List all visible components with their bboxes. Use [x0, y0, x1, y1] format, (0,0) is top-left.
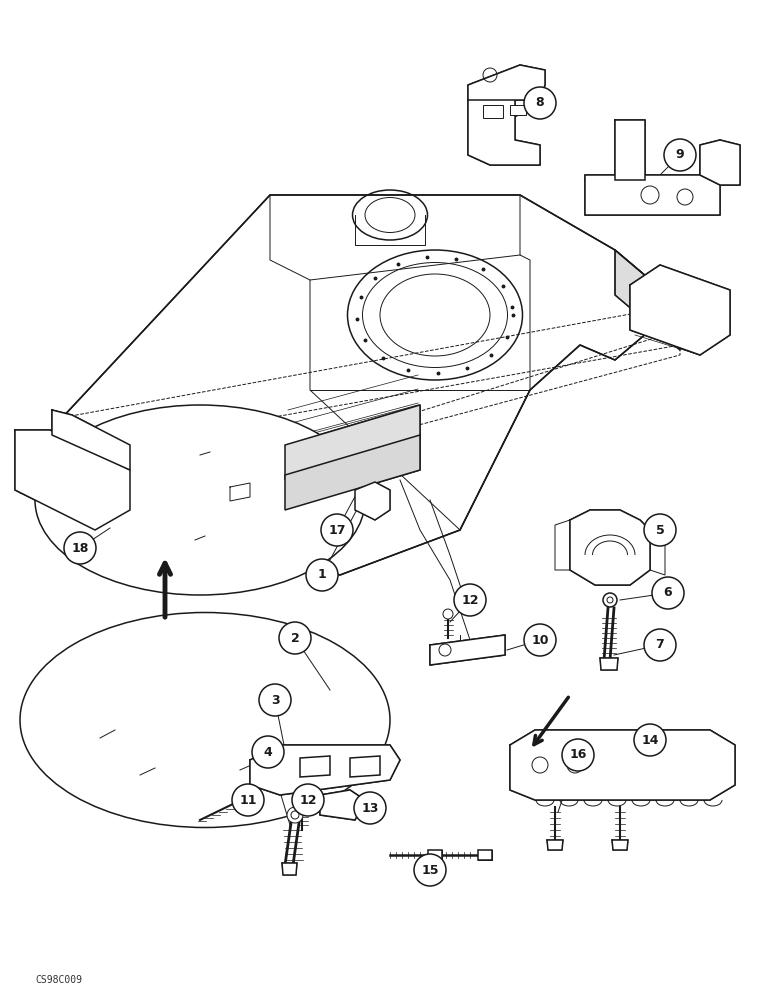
Circle shape	[644, 514, 676, 546]
Circle shape	[252, 736, 284, 768]
Polygon shape	[478, 850, 492, 860]
Circle shape	[291, 811, 299, 819]
Polygon shape	[468, 90, 540, 165]
Circle shape	[603, 593, 617, 607]
Text: 15: 15	[422, 863, 438, 876]
Text: 7: 7	[655, 639, 665, 652]
Polygon shape	[630, 265, 730, 355]
Circle shape	[664, 139, 696, 171]
Circle shape	[354, 792, 386, 824]
Circle shape	[287, 807, 303, 823]
Text: 13: 13	[361, 802, 379, 814]
Circle shape	[524, 87, 556, 119]
Polygon shape	[430, 635, 505, 665]
Polygon shape	[600, 658, 618, 670]
Circle shape	[321, 514, 353, 546]
Bar	[483, 105, 503, 118]
Polygon shape	[60, 420, 120, 510]
Ellipse shape	[35, 405, 365, 595]
Polygon shape	[15, 430, 130, 530]
Text: 12: 12	[461, 593, 479, 606]
Text: 14: 14	[642, 734, 659, 746]
Circle shape	[634, 724, 666, 756]
Polygon shape	[570, 510, 650, 585]
Text: 5: 5	[655, 524, 665, 536]
Polygon shape	[700, 140, 740, 185]
Circle shape	[306, 559, 338, 591]
Circle shape	[414, 854, 446, 886]
Polygon shape	[468, 65, 545, 100]
Polygon shape	[510, 730, 735, 800]
Polygon shape	[285, 435, 420, 510]
Text: 1: 1	[317, 568, 327, 582]
Circle shape	[232, 784, 264, 816]
Text: 18: 18	[71, 542, 89, 554]
Circle shape	[524, 624, 556, 656]
Text: 10: 10	[531, 634, 549, 647]
Circle shape	[259, 684, 291, 716]
Polygon shape	[285, 405, 420, 480]
Circle shape	[454, 584, 486, 616]
Polygon shape	[428, 850, 442, 860]
Circle shape	[652, 577, 684, 609]
Text: 9: 9	[676, 148, 684, 161]
Polygon shape	[60, 195, 680, 575]
Polygon shape	[615, 250, 680, 350]
Polygon shape	[52, 410, 130, 470]
Circle shape	[292, 784, 324, 816]
Text: 8: 8	[536, 97, 544, 109]
Polygon shape	[250, 745, 400, 795]
Circle shape	[562, 739, 594, 771]
Polygon shape	[350, 756, 380, 777]
Bar	[510, 105, 526, 115]
Text: 16: 16	[569, 748, 587, 762]
Polygon shape	[615, 120, 645, 180]
Polygon shape	[547, 840, 563, 850]
Circle shape	[297, 803, 307, 813]
Text: 3: 3	[271, 694, 279, 706]
Text: 17: 17	[328, 524, 346, 536]
Polygon shape	[300, 756, 330, 777]
Circle shape	[644, 629, 676, 661]
Text: 6: 6	[664, 586, 672, 599]
Text: 12: 12	[300, 794, 317, 806]
Circle shape	[279, 622, 311, 654]
Ellipse shape	[20, 612, 390, 828]
Polygon shape	[355, 482, 390, 520]
Polygon shape	[585, 175, 720, 215]
Text: 2: 2	[290, 632, 300, 645]
Text: CS98C009: CS98C009	[35, 975, 82, 985]
Polygon shape	[320, 790, 365, 820]
Text: 4: 4	[263, 746, 273, 758]
Polygon shape	[282, 863, 297, 875]
Circle shape	[443, 609, 453, 619]
Circle shape	[64, 532, 96, 564]
Text: 11: 11	[239, 794, 257, 806]
Polygon shape	[612, 840, 628, 850]
